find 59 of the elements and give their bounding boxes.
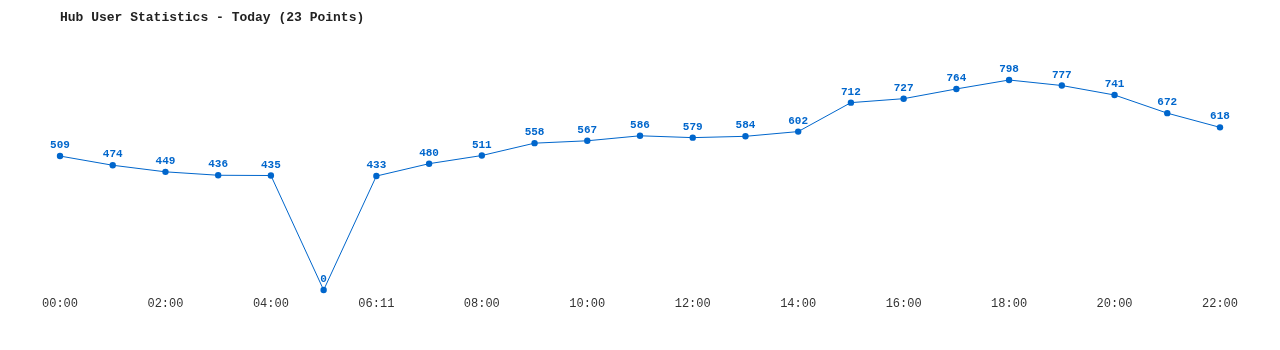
x-tick-label: 04:00 bbox=[252, 296, 289, 311]
point bbox=[267, 172, 275, 179]
data-label: 602 bbox=[788, 114, 809, 127]
x-tick-label: 10:00 bbox=[569, 296, 606, 311]
point bbox=[320, 286, 327, 294]
point bbox=[373, 172, 380, 180]
x-tick-label: 18:00 bbox=[991, 296, 1028, 311]
point bbox=[1111, 91, 1118, 99]
point bbox=[847, 99, 855, 106]
data-label: 777 bbox=[1051, 68, 1072, 81]
point bbox=[636, 132, 644, 139]
data-label: 449 bbox=[155, 154, 176, 167]
data-label: 435 bbox=[261, 158, 282, 171]
point bbox=[900, 95, 907, 102]
data-label: 727 bbox=[893, 81, 914, 94]
data-label: 436 bbox=[208, 158, 229, 171]
data-label: 558 bbox=[524, 126, 545, 139]
data-label: 480 bbox=[419, 146, 439, 159]
point bbox=[742, 133, 749, 140]
x-tick-label: 20:00 bbox=[1096, 296, 1133, 311]
point bbox=[214, 172, 222, 179]
data-label: 672 bbox=[1157, 96, 1178, 109]
x-tick-label: 16:00 bbox=[885, 296, 922, 311]
x-tick-label: 00:00 bbox=[41, 296, 79, 311]
point bbox=[56, 152, 64, 160]
data-label: 567 bbox=[577, 123, 598, 136]
point bbox=[794, 128, 802, 135]
data-label: 511 bbox=[471, 138, 493, 151]
point bbox=[1005, 76, 1013, 84]
data-label: 712 bbox=[841, 85, 861, 98]
x-tick-label: 22:00 bbox=[1201, 296, 1239, 311]
x-tick-label: 12:00 bbox=[674, 296, 711, 311]
point bbox=[689, 134, 696, 141]
data-label: 509 bbox=[50, 139, 70, 152]
point bbox=[531, 139, 538, 147]
data-label: 584 bbox=[735, 119, 756, 132]
data-label: 586 bbox=[630, 118, 650, 131]
point bbox=[1216, 124, 1224, 131]
point bbox=[584, 137, 591, 144]
point bbox=[162, 168, 169, 176]
point bbox=[478, 152, 486, 159]
point bbox=[1164, 109, 1171, 117]
x-tick-label: 08:00 bbox=[463, 296, 500, 311]
data-label: 764 bbox=[946, 71, 967, 84]
data-label: 618 bbox=[1210, 110, 1231, 123]
data-label: 741 bbox=[1104, 78, 1125, 90]
point bbox=[109, 162, 116, 169]
data-label: 579 bbox=[682, 120, 703, 133]
x-tick-label: 06:11 bbox=[358, 296, 395, 311]
data-label: 798 bbox=[999, 63, 1020, 75]
x-tick-label: 14:00 bbox=[780, 296, 817, 311]
data-label: 474 bbox=[102, 148, 124, 161]
data-label: 0 bbox=[320, 273, 327, 285]
point bbox=[1058, 82, 1066, 89]
point bbox=[425, 160, 433, 167]
chart-title: Hub User Statistics - Today (23 Points) bbox=[59, 9, 366, 27]
point bbox=[953, 85, 960, 93]
x-tick-label: 02:00 bbox=[147, 296, 184, 311]
data-label: 433 bbox=[366, 159, 387, 172]
